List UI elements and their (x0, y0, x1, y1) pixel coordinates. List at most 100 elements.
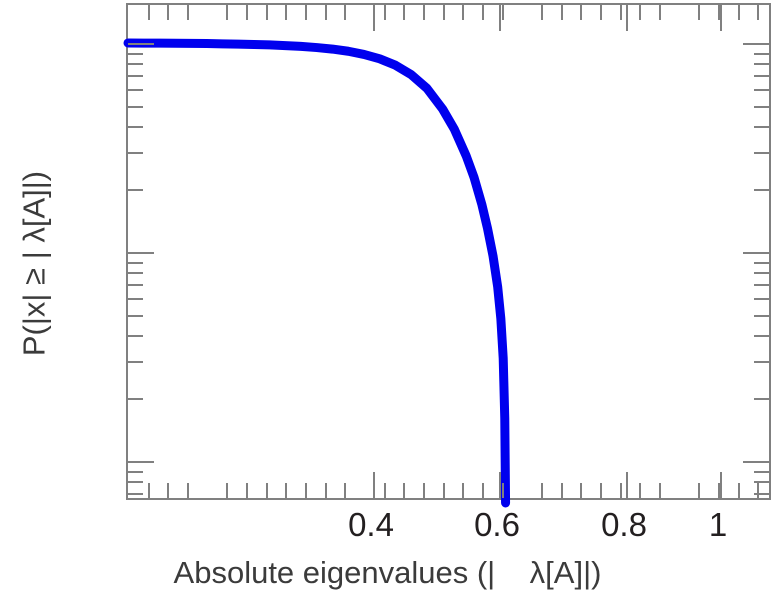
y-axis-minor-tick-right (754, 261, 769, 264)
x-axis-minor-tick-top (403, 5, 406, 20)
y-axis-major-tick (128, 43, 154, 45)
y-axis-minor-tick (128, 335, 143, 338)
y-axis-major-tick (128, 461, 154, 463)
x-axis-minor-tick-top (501, 5, 504, 20)
y-axis-minor-tick-right (754, 314, 769, 317)
x-axis-major-tick-top (626, 5, 628, 31)
x-axis-tick-label: 0.4 (348, 506, 394, 543)
x-axis-minor-tick-top (560, 5, 563, 20)
y-axis-minor-tick-right (754, 152, 769, 155)
x-axis-minor-tick (462, 483, 465, 498)
x-axis-minor-tick (540, 483, 543, 498)
y-axis-major-tick-right (743, 252, 769, 254)
x-axis-minor-tick (186, 483, 189, 498)
x-axis-minor-tick (226, 483, 229, 498)
y-axis-minor-tick (128, 493, 143, 496)
y-axis-minor-tick (128, 298, 143, 301)
x-axis-minor-tick-top (285, 5, 288, 20)
x-axis-minor-tick (344, 483, 347, 498)
x-axis-minor-tick-top (580, 5, 583, 20)
x-axis-minor-tick-top (245, 5, 248, 20)
y-axis-minor-tick-right (754, 284, 769, 287)
x-axis-minor-tick-top (265, 5, 268, 20)
y-axis-minor-tick (128, 126, 143, 129)
x-axis-minor-tick-top (304, 5, 307, 20)
x-axis-minor-tick-top (717, 5, 720, 20)
x-axis-major-tick-top (499, 5, 501, 31)
x-axis-minor-tick (717, 483, 720, 498)
x-axis-minor-tick-top (147, 5, 150, 20)
x-axis-minor-tick (481, 483, 484, 498)
x-axis-tick-label: 0.6 (474, 506, 520, 543)
x-axis-minor-tick-top (324, 5, 327, 20)
x-axis-minor-tick (245, 483, 248, 498)
y-axis-minor-tick-right (754, 126, 769, 129)
x-axis-minor-tick-top (167, 5, 170, 20)
x-axis-major-tick (499, 472, 501, 498)
x-axis-tick-label: 1 (708, 506, 728, 543)
x-axis-minor-tick (383, 483, 386, 498)
x-axis-minor-tick-top (442, 5, 445, 20)
y-axis-minor-tick (128, 272, 143, 275)
y-axis-title: P(|x| ≥ | λ[A]|) (16, 170, 52, 357)
x-axis-minor-tick-top (540, 5, 543, 20)
x-axis-minor-tick (147, 483, 150, 498)
x-axis-minor-tick-top (344, 5, 347, 20)
x-axis-minor-tick (737, 483, 740, 498)
y-axis-major-tick (128, 252, 154, 254)
x-axis-minor-tick (442, 483, 445, 498)
x-axis-minor-tick-top (422, 5, 425, 20)
x-axis-minor-tick-top (737, 5, 740, 20)
y-axis-minor-tick-right (754, 105, 769, 108)
y-axis-minor-tick (128, 261, 143, 264)
x-axis-minor-tick (501, 483, 504, 498)
x-axis-minor-tick-top (462, 5, 465, 20)
y-axis-major-tick-right (743, 43, 769, 45)
y-axis-minor-tick-right (754, 272, 769, 275)
y-axis-minor-tick (128, 63, 143, 66)
x-axis-minor-tick (639, 483, 642, 498)
y-axis-minor-tick (128, 52, 143, 55)
x-axis-major-tick (720, 472, 722, 498)
y-axis-minor-tick-right (754, 335, 769, 338)
y-axis-minor-tick-right (754, 298, 769, 301)
x-axis-major-tick-top (720, 5, 722, 31)
x-axis-major-tick (626, 472, 628, 498)
y-axis-minor-tick (128, 398, 143, 401)
y-axis-minor-tick (128, 75, 143, 78)
y-axis-minor-tick-right (754, 89, 769, 92)
x-axis-minor-tick (658, 483, 661, 498)
x-axis-minor-tick-top (599, 5, 602, 20)
x-axis-minor-tick-top (757, 5, 760, 20)
x-axis-minor-tick (324, 483, 327, 498)
y-axis-minor-tick (128, 105, 143, 108)
y-axis-minor-tick-right (754, 470, 769, 473)
y-axis-minor-tick (128, 314, 143, 317)
y-axis-minor-tick-right (754, 398, 769, 401)
x-axis-minor-tick-top (481, 5, 484, 20)
x-axis-major-tick-top (373, 5, 375, 31)
y-axis-minor-tick (128, 361, 143, 364)
x-axis-minor-tick (304, 483, 307, 498)
x-axis-minor-tick (619, 483, 622, 498)
x-axis-minor-tick (580, 483, 583, 498)
x-axis-tick-label: 0.8 (601, 506, 647, 543)
x-axis-minor-tick-top (226, 5, 229, 20)
x-axis-minor-tick-top (639, 5, 642, 20)
y-axis-minor-tick-right (754, 63, 769, 66)
x-axis-minor-tick (698, 483, 701, 498)
y-axis-minor-tick (128, 152, 143, 155)
y-axis-minor-tick-right (754, 75, 769, 78)
x-axis-minor-tick (422, 483, 425, 498)
x-axis-minor-tick (599, 483, 602, 498)
y-axis-minor-tick (128, 470, 143, 473)
x-axis-minor-tick (757, 483, 760, 498)
y-axis-minor-tick (128, 89, 143, 92)
series-line-ccdf (123, 38, 511, 508)
y-axis-minor-tick (128, 189, 143, 192)
x-axis-title: Absolute eigenvalues (| λ[A]|) (173, 555, 602, 590)
x-axis-minor-tick-top (383, 5, 386, 20)
x-axis-minor-tick (167, 483, 170, 498)
x-axis-minor-tick-top (186, 5, 189, 20)
